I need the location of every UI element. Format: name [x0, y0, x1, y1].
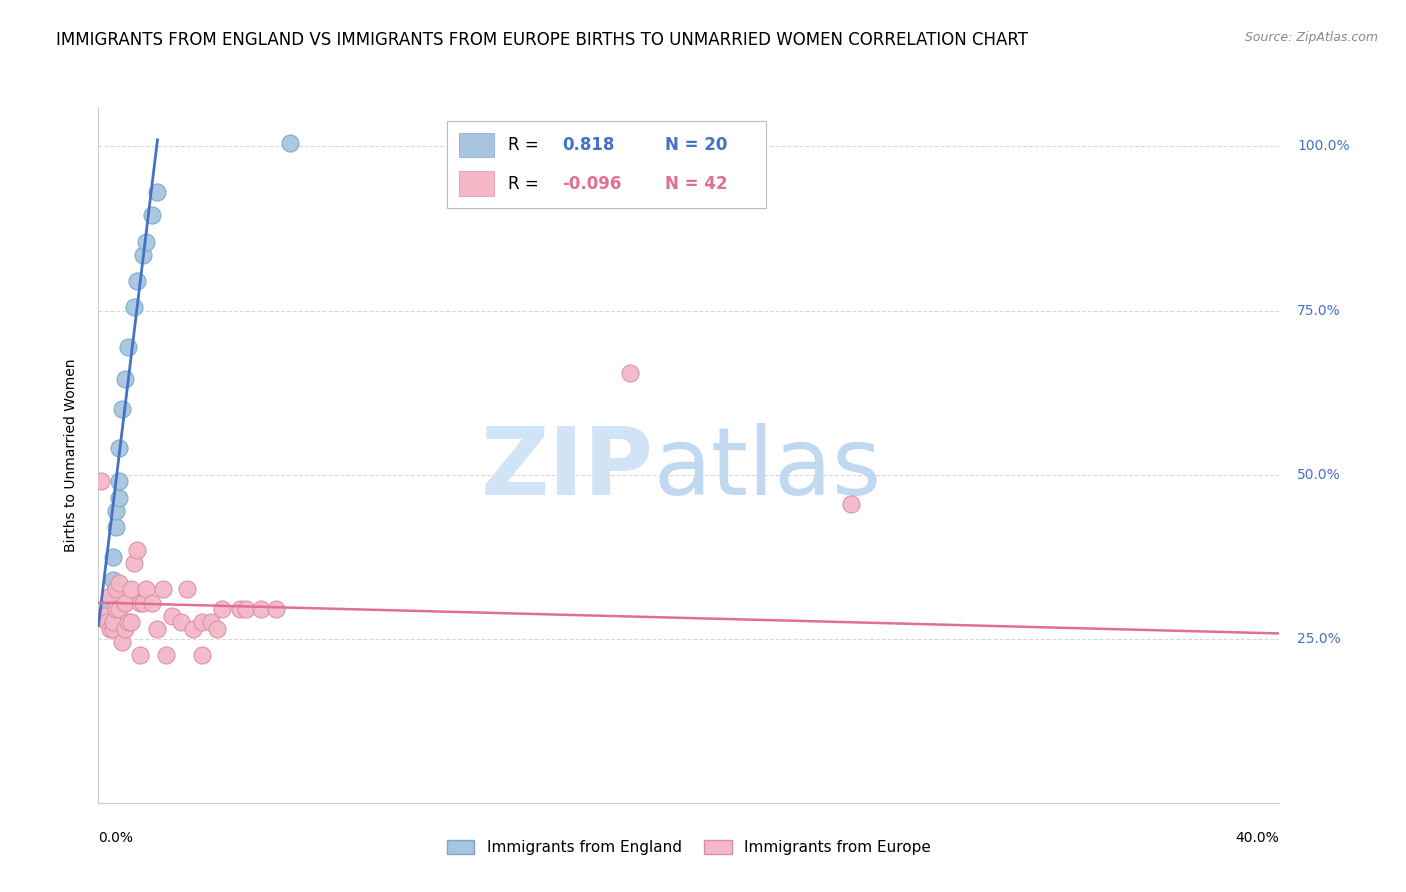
- Point: [181, 622, 204, 636]
- Point: [122, 300, 145, 314]
- Point: [114, 372, 136, 386]
- Point: [98, 622, 121, 636]
- Text: 25.0%: 25.0%: [1298, 632, 1341, 646]
- Legend: Immigrants from England, Immigrants from Europe: Immigrants from England, Immigrants from…: [440, 834, 938, 862]
- Bar: [458, 171, 494, 195]
- Text: ZIP: ZIP: [481, 423, 654, 515]
- Text: 0.818: 0.818: [562, 136, 614, 154]
- Point: [103, 589, 125, 603]
- Text: R =: R =: [508, 175, 544, 193]
- Point: [111, 635, 134, 649]
- Point: [128, 596, 150, 610]
- Point: [117, 615, 139, 630]
- Text: 50.0%: 50.0%: [1298, 467, 1341, 482]
- Text: N = 42: N = 42: [665, 175, 728, 193]
- Point: [162, 608, 183, 623]
- Text: 100.0%: 100.0%: [1298, 139, 1350, 153]
- Point: [120, 582, 142, 597]
- Y-axis label: Births to Unmarried Women: Births to Unmarried Women: [63, 359, 77, 551]
- Text: R =: R =: [508, 136, 544, 154]
- Point: [141, 208, 163, 222]
- Point: [839, 497, 862, 511]
- Point: [108, 602, 131, 616]
- Point: [191, 648, 214, 662]
- Point: [108, 474, 131, 488]
- Point: [132, 248, 155, 262]
- Point: [103, 549, 125, 564]
- Point: [111, 401, 134, 416]
- Point: [278, 136, 302, 150]
- Point: [205, 622, 228, 636]
- Point: [96, 615, 118, 630]
- Point: [96, 608, 118, 623]
- Point: [98, 589, 121, 603]
- Text: 0.0%: 0.0%: [98, 830, 134, 845]
- Point: [103, 615, 125, 630]
- Text: N = 20: N = 20: [665, 136, 728, 154]
- Point: [235, 602, 257, 616]
- Point: [250, 602, 273, 616]
- Point: [229, 602, 252, 616]
- Point: [117, 340, 139, 354]
- Point: [132, 596, 155, 610]
- Point: [103, 573, 125, 587]
- Point: [120, 615, 142, 630]
- Bar: [458, 133, 494, 158]
- Point: [135, 235, 157, 249]
- Point: [264, 602, 287, 616]
- Point: [105, 582, 128, 597]
- Point: [146, 622, 169, 636]
- Point: [108, 442, 131, 456]
- Point: [90, 474, 112, 488]
- Point: [146, 186, 169, 200]
- Point: [114, 622, 136, 636]
- Point: [125, 543, 148, 558]
- Point: [105, 602, 128, 616]
- Point: [191, 615, 214, 630]
- Point: [122, 556, 145, 570]
- Text: 75.0%: 75.0%: [1298, 303, 1341, 318]
- Point: [200, 615, 222, 630]
- Point: [176, 582, 198, 597]
- Point: [128, 648, 150, 662]
- Text: Source: ZipAtlas.com: Source: ZipAtlas.com: [1244, 31, 1378, 45]
- Point: [170, 615, 193, 630]
- Text: atlas: atlas: [654, 423, 882, 515]
- FancyBboxPatch shape: [447, 121, 766, 208]
- Text: 40.0%: 40.0%: [1236, 830, 1279, 845]
- Point: [93, 608, 115, 623]
- Point: [619, 366, 641, 380]
- Point: [155, 648, 177, 662]
- Point: [108, 491, 131, 505]
- Point: [103, 622, 125, 636]
- Point: [135, 582, 157, 597]
- Point: [211, 602, 233, 616]
- Point: [105, 520, 128, 534]
- Point: [98, 602, 121, 616]
- Point: [141, 596, 163, 610]
- Point: [105, 504, 128, 518]
- Point: [108, 575, 131, 590]
- Point: [152, 582, 174, 597]
- Point: [114, 596, 136, 610]
- Text: IMMIGRANTS FROM ENGLAND VS IMMIGRANTS FROM EUROPE BIRTHS TO UNMARRIED WOMEN CORR: IMMIGRANTS FROM ENGLAND VS IMMIGRANTS FR…: [56, 31, 1028, 49]
- Text: -0.096: -0.096: [562, 175, 621, 193]
- Point: [125, 274, 148, 288]
